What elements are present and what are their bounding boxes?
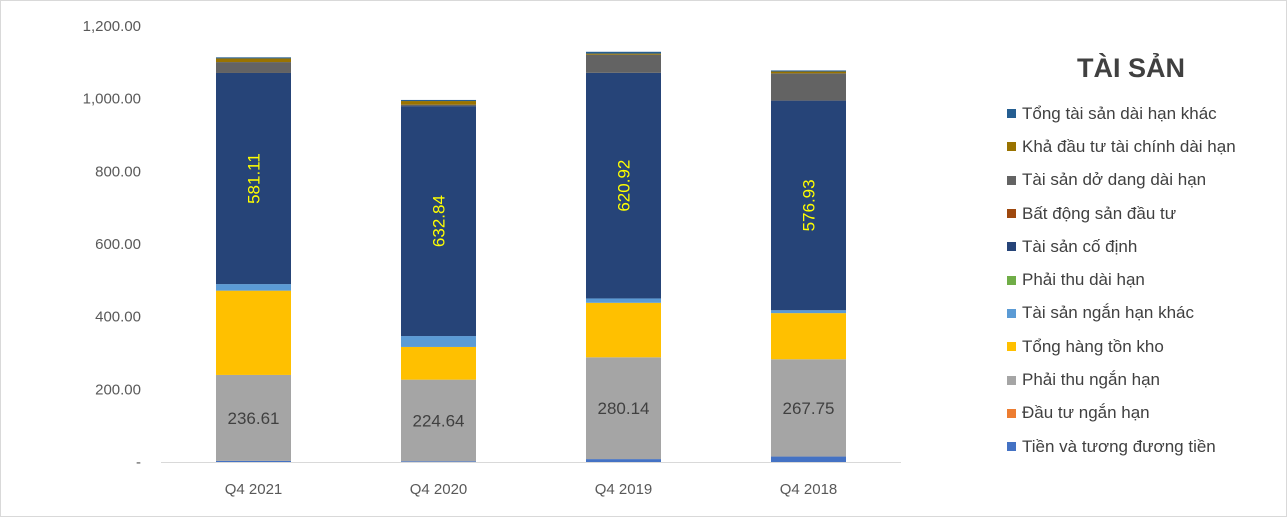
bar-segment	[586, 302, 661, 358]
bar-segment	[401, 101, 476, 105]
bar-segment	[771, 310, 846, 314]
bar-segment	[771, 100, 846, 311]
y-tick-label: 600.00	[95, 236, 141, 253]
legend-label: Khả đầu tư tài chính dài hạn	[1022, 136, 1236, 156]
bar-segment	[586, 51, 661, 54]
legend-item: Tài sản dở dang dài hạn	[1001, 164, 1281, 197]
legend-swatch	[1007, 209, 1016, 219]
legend-item: Tiền và tương đương tiền	[1001, 430, 1281, 463]
bar-segment	[216, 460, 291, 462]
legend-label: Đầu tư ngắn hạn	[1022, 403, 1150, 423]
y-tick-label: 400.00	[95, 309, 141, 326]
bar-segment	[401, 99, 476, 102]
legend-swatch	[1007, 408, 1016, 418]
data-label: 620.92	[615, 160, 634, 212]
bar-segment	[586, 459, 661, 462]
legend-item: Tài sản ngắn hạn khác	[1001, 297, 1281, 330]
legend-item: Phải thu ngắn hạn	[1001, 363, 1281, 396]
legend-item: Bất động sản đầu tư	[1001, 197, 1281, 230]
data-label: 267.75	[783, 399, 835, 418]
bar-segment	[771, 70, 846, 72]
bar-segment	[771, 73, 846, 101]
legend-label: Tài sản dở dang dài hạn	[1022, 170, 1207, 190]
legend-label: Tài sản ngắn hạn khác	[1022, 303, 1195, 323]
legend-label: Phải thu ngắn hạn	[1022, 370, 1161, 390]
legend-item: Tài sản cố định	[1001, 230, 1281, 263]
legend-swatch	[1007, 275, 1016, 285]
bar-segment	[771, 71, 846, 74]
chart-title: TÀI SẢN	[1077, 53, 1185, 83]
legend-item: Tổng tài sản dài hạn khác	[1001, 97, 1281, 130]
bar-segment	[216, 72, 291, 285]
y-tick-label: 1,000.00	[83, 91, 141, 108]
x-axis: Q4 2021 Q4 2020 Q4 2019 Q4 2018	[161, 462, 901, 498]
y-tick-label: 1,200.00	[83, 18, 141, 35]
bar-segment	[216, 57, 291, 59]
bar-segment	[216, 62, 291, 73]
legend-item: Đầu tư ngắn hạn	[1001, 397, 1281, 430]
legend-swatch	[1007, 142, 1016, 152]
bar-segment	[771, 359, 846, 457]
legend-swatch	[1007, 342, 1016, 352]
bar-segment	[401, 346, 476, 380]
y-axis: - 200.00 400.00 600.00 800.00 1,000.00 1,200.0…	[83, 18, 141, 471]
x-tick-label: Q4 2018	[780, 481, 838, 498]
data-label: 576.93	[800, 179, 819, 231]
legend-label: Bất động sản đầu tư	[1022, 203, 1177, 223]
bars	[216, 51, 846, 462]
data-label: 581.11	[245, 153, 264, 204]
bar-segment	[216, 290, 291, 375]
legend-label: Tiền và tương đương tiền	[1022, 436, 1216, 456]
bar-segment	[401, 379, 476, 462]
bar-segment	[401, 336, 476, 347]
legend-item: Tổng hàng tồn kho	[1001, 330, 1281, 363]
legend-label: Phải thu dài hạn	[1022, 270, 1145, 290]
bar-segment	[216, 58, 291, 63]
legend-label: Tài sản cố định	[1022, 236, 1138, 256]
data-label: 236.61	[228, 409, 280, 428]
bar-segment	[216, 374, 291, 461]
bar-segment	[586, 357, 661, 460]
legend-items: Tổng tài sản dài hạn khác Khả đầu tư tài …	[1001, 97, 1281, 463]
bar-segment	[586, 54, 661, 73]
bar-segment	[401, 104, 476, 107]
bar-segment	[771, 313, 846, 360]
legend-swatch	[1007, 442, 1016, 452]
legend-swatch	[1007, 375, 1016, 385]
data-label: 632.84	[430, 195, 449, 247]
bar-segment	[586, 298, 661, 303]
legend-label: Tổng hàng tồn kho	[1022, 336, 1164, 356]
y-tick-label: 200.00	[95, 381, 141, 398]
bar-segment	[216, 284, 291, 291]
data-labels: 236.61 224.64 280.14 267.75 581.11 632.84 620.…	[228, 153, 835, 430]
y-tick-label: -	[136, 454, 141, 471]
x-tick-label: Q4 2019	[595, 481, 653, 498]
x-tick-label: Q4 2021	[225, 481, 283, 498]
legend-label: Tổng tài sản dài hạn khác	[1022, 103, 1217, 123]
legend: TÀI SẢN Tổng tài sản dài hạn khác Khả đầu…	[1001, 51, 1281, 463]
legend-swatch	[1007, 242, 1016, 252]
legend-swatch	[1007, 109, 1016, 119]
legend-swatch	[1007, 175, 1016, 185]
bar-segment	[401, 106, 476, 337]
bar-segment	[586, 72, 661, 299]
bar-segment	[586, 53, 661, 55]
legend-item: Phải thu dài hạn	[1001, 263, 1281, 296]
bar-segment	[771, 456, 846, 462]
legend-swatch	[1007, 308, 1016, 318]
bar-segment	[401, 461, 476, 462]
data-label: 280.14	[598, 399, 650, 418]
y-tick-label: 800.00	[95, 163, 141, 180]
legend-item: Khả đầu tư tài chính dài hạn	[1001, 130, 1281, 163]
x-tick-label: Q4 2020	[410, 481, 468, 498]
data-label: 224.64	[413, 411, 465, 430]
